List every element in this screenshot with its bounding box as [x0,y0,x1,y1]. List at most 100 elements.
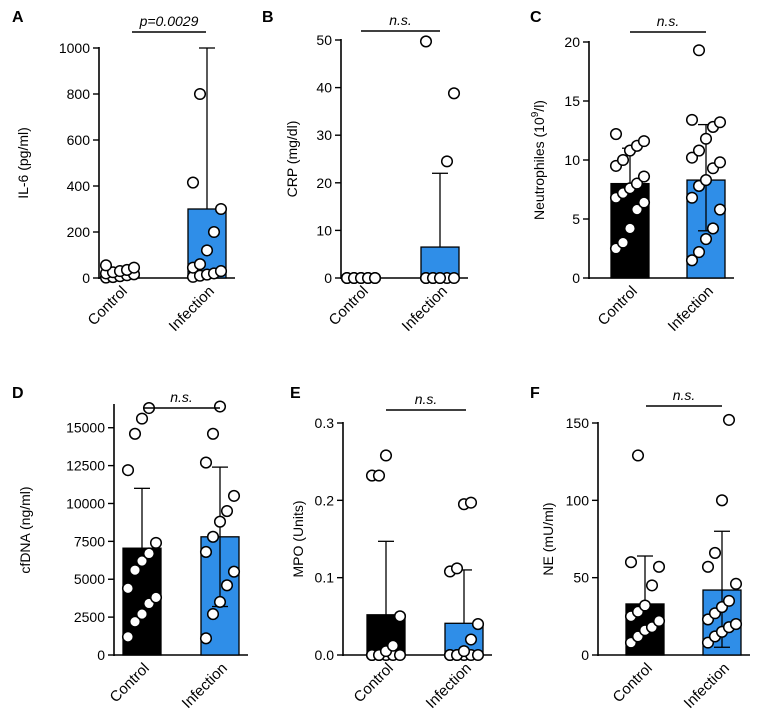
category-label: Infection [423,660,475,712]
data-point [457,645,471,658]
data-point [419,35,433,48]
y-tick-label: 50 [573,570,589,586]
data-point [121,630,135,643]
data-point [127,261,141,274]
category-label: Control [351,660,397,706]
significance-label: p=0.0029 [139,13,199,29]
data-point [393,610,407,623]
data-point [213,515,227,528]
y-tick-label: 200 [67,224,91,240]
y-axis-title: IL-6 (pg/ml) [15,127,31,199]
data-point [433,271,447,285]
data-point [372,469,386,482]
panel-f: F 0 50 100 150 NE (mU/ml) Control Infection n.s. [530,385,750,712]
data-point [99,259,113,272]
category-label: Infection [399,283,451,335]
y-axis-title: cfDNA (ng/ml) [17,486,33,573]
data-point [193,87,207,101]
data-point [121,582,135,595]
panel-b: B 0 10 20 30 40 50 CRP (mg/dl) Control Infection n… [262,9,468,335]
data-point [652,560,666,573]
data-point [135,608,149,621]
y-tick-label: 1000 [59,40,90,56]
y-axis-title: Neutrophiles (109/l) [530,100,547,220]
data-point [715,494,729,507]
panel-e: E 0.0 0.1 0.2 0.3 MPO (Units) Control Infection… [290,385,492,712]
data-point [149,536,163,549]
data-point [713,203,727,216]
panel-letter: E [290,385,301,402]
category-label: Infection [179,660,231,712]
y-tick-label: 30 [316,127,332,143]
y-tick-label: 50 [316,32,332,48]
data-point [652,614,666,628]
data-point [200,244,214,257]
data-point [386,639,400,652]
significance-label: n.s. [657,13,680,29]
data-point [121,464,135,477]
y-tick-label: 20 [316,175,332,191]
data-point [193,258,207,271]
data-point [128,427,142,440]
data-point [624,556,638,569]
category-label: Infection [665,283,717,335]
data-point [206,530,220,543]
y-tick-label: 150 [566,415,590,431]
significance-label: n.s. [415,391,438,407]
data-point [729,618,743,631]
significance-label: n.s. [170,389,193,405]
data-point [206,427,220,440]
category-label: Infection [166,283,218,335]
data-point [699,233,713,246]
data-point [199,456,213,469]
data-point [379,449,393,462]
panel-letter: C [530,9,542,26]
data-point [464,496,478,509]
data-point [186,176,200,189]
data-point [692,44,706,57]
data-point [637,170,651,183]
y-axis-title-end: /l) [531,100,547,112]
y-tick-label: 15 [564,93,580,109]
y-axis-title: MPO (Units) [290,501,306,578]
y-tick-label: 100 [566,492,590,508]
y-tick-label: 5000 [74,571,105,587]
data-point [637,196,651,209]
data-point [214,265,228,278]
y-tick-label: 0.3 [315,415,335,431]
y-tick-label: 2500 [74,609,105,625]
data-point [213,400,227,413]
data-point [685,113,699,126]
data-point [630,203,644,216]
y-axis-title: CRP (mg/dl) [284,121,300,198]
data-point [638,599,652,612]
data-point [623,222,637,235]
data-point [220,579,234,592]
y-tick-label: 12500 [66,458,105,474]
data-point [227,489,241,502]
data-point [128,615,142,628]
data-point [616,153,630,167]
data-point [220,505,234,518]
y-tick-label: 0.0 [315,647,335,663]
y-tick-label: 0 [572,270,580,286]
y-tick-label: 10 [564,152,580,168]
data-point [149,591,163,604]
data-point [440,155,454,168]
y-tick-label: 7500 [74,533,105,549]
category-label: Control [595,283,641,329]
data-point [135,555,149,568]
panel-letter: F [530,385,540,402]
data-point [645,579,659,592]
data-point [447,271,461,285]
data-point [692,245,706,259]
y-tick-label: 10 [316,222,332,238]
y-tick-label: 0 [324,270,332,286]
data-point [447,87,461,100]
y-tick-label: 600 [67,132,91,148]
data-point [471,648,485,662]
panel-d: D 0 2500 5000 7500 10000 12500 15000 cfDNA (ng/m… [12,385,248,712]
category-label: Control [107,660,153,706]
y-tick-label: 0 [82,270,90,286]
data-point [368,271,382,285]
